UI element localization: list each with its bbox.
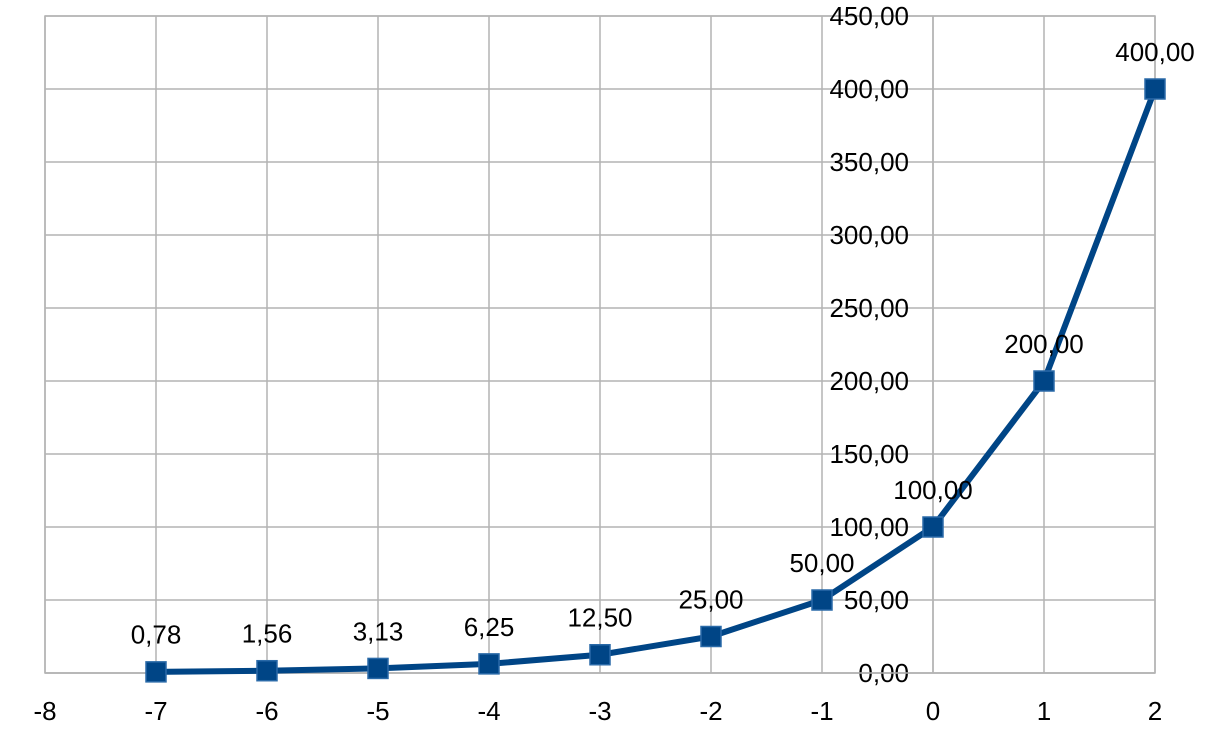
x-tick-label: 1 [1037, 696, 1051, 726]
marker [1033, 370, 1055, 392]
marker [811, 589, 833, 611]
x-tick-label: -6 [255, 696, 278, 726]
data-label: 50,00 [789, 548, 854, 578]
y-tick-label: 50,00 [844, 585, 909, 615]
y-tick-label: 300,00 [829, 220, 909, 250]
y-tick-label: 100,00 [829, 512, 909, 542]
marker [700, 625, 722, 648]
data-label: 1,56 [242, 619, 293, 649]
data-label: 25,00 [678, 584, 743, 614]
data-label: 0,78 [131, 620, 182, 650]
x-tick-label: -5 [366, 696, 389, 726]
data-label: 100,00 [893, 475, 973, 505]
data-label: 400,00 [1115, 37, 1195, 67]
y-tick-label: 450,00 [829, 1, 909, 31]
x-tick-label: 0 [926, 696, 940, 726]
y-tick-label: 200,00 [829, 366, 909, 396]
y-tick-label: 150,00 [829, 439, 909, 469]
x-tick-label: -1 [810, 696, 833, 726]
y-tick-label: 400,00 [829, 74, 909, 104]
marker [1144, 78, 1166, 100]
x-tick-label: 2 [1148, 696, 1162, 726]
marker [922, 516, 944, 538]
marker [256, 659, 278, 682]
x-tick-label: -7 [144, 696, 167, 726]
y-tick-label: 350,00 [829, 147, 909, 177]
marker [589, 644, 611, 666]
marker [367, 657, 389, 680]
marker [478, 653, 500, 675]
x-tick-label: -3 [588, 696, 611, 726]
data-label: 3,13 [353, 616, 404, 646]
data-label: 12,50 [567, 603, 632, 633]
x-tick-label: -8 [33, 696, 56, 726]
y-tick-label: 250,00 [829, 293, 909, 323]
marker [145, 661, 167, 683]
x-tick-label: -2 [699, 696, 722, 726]
series-line [155, 87, 1158, 675]
x-tick-label: -4 [477, 696, 500, 726]
data-label: 200,00 [1004, 329, 1084, 359]
data-label: 6,25 [464, 612, 515, 642]
